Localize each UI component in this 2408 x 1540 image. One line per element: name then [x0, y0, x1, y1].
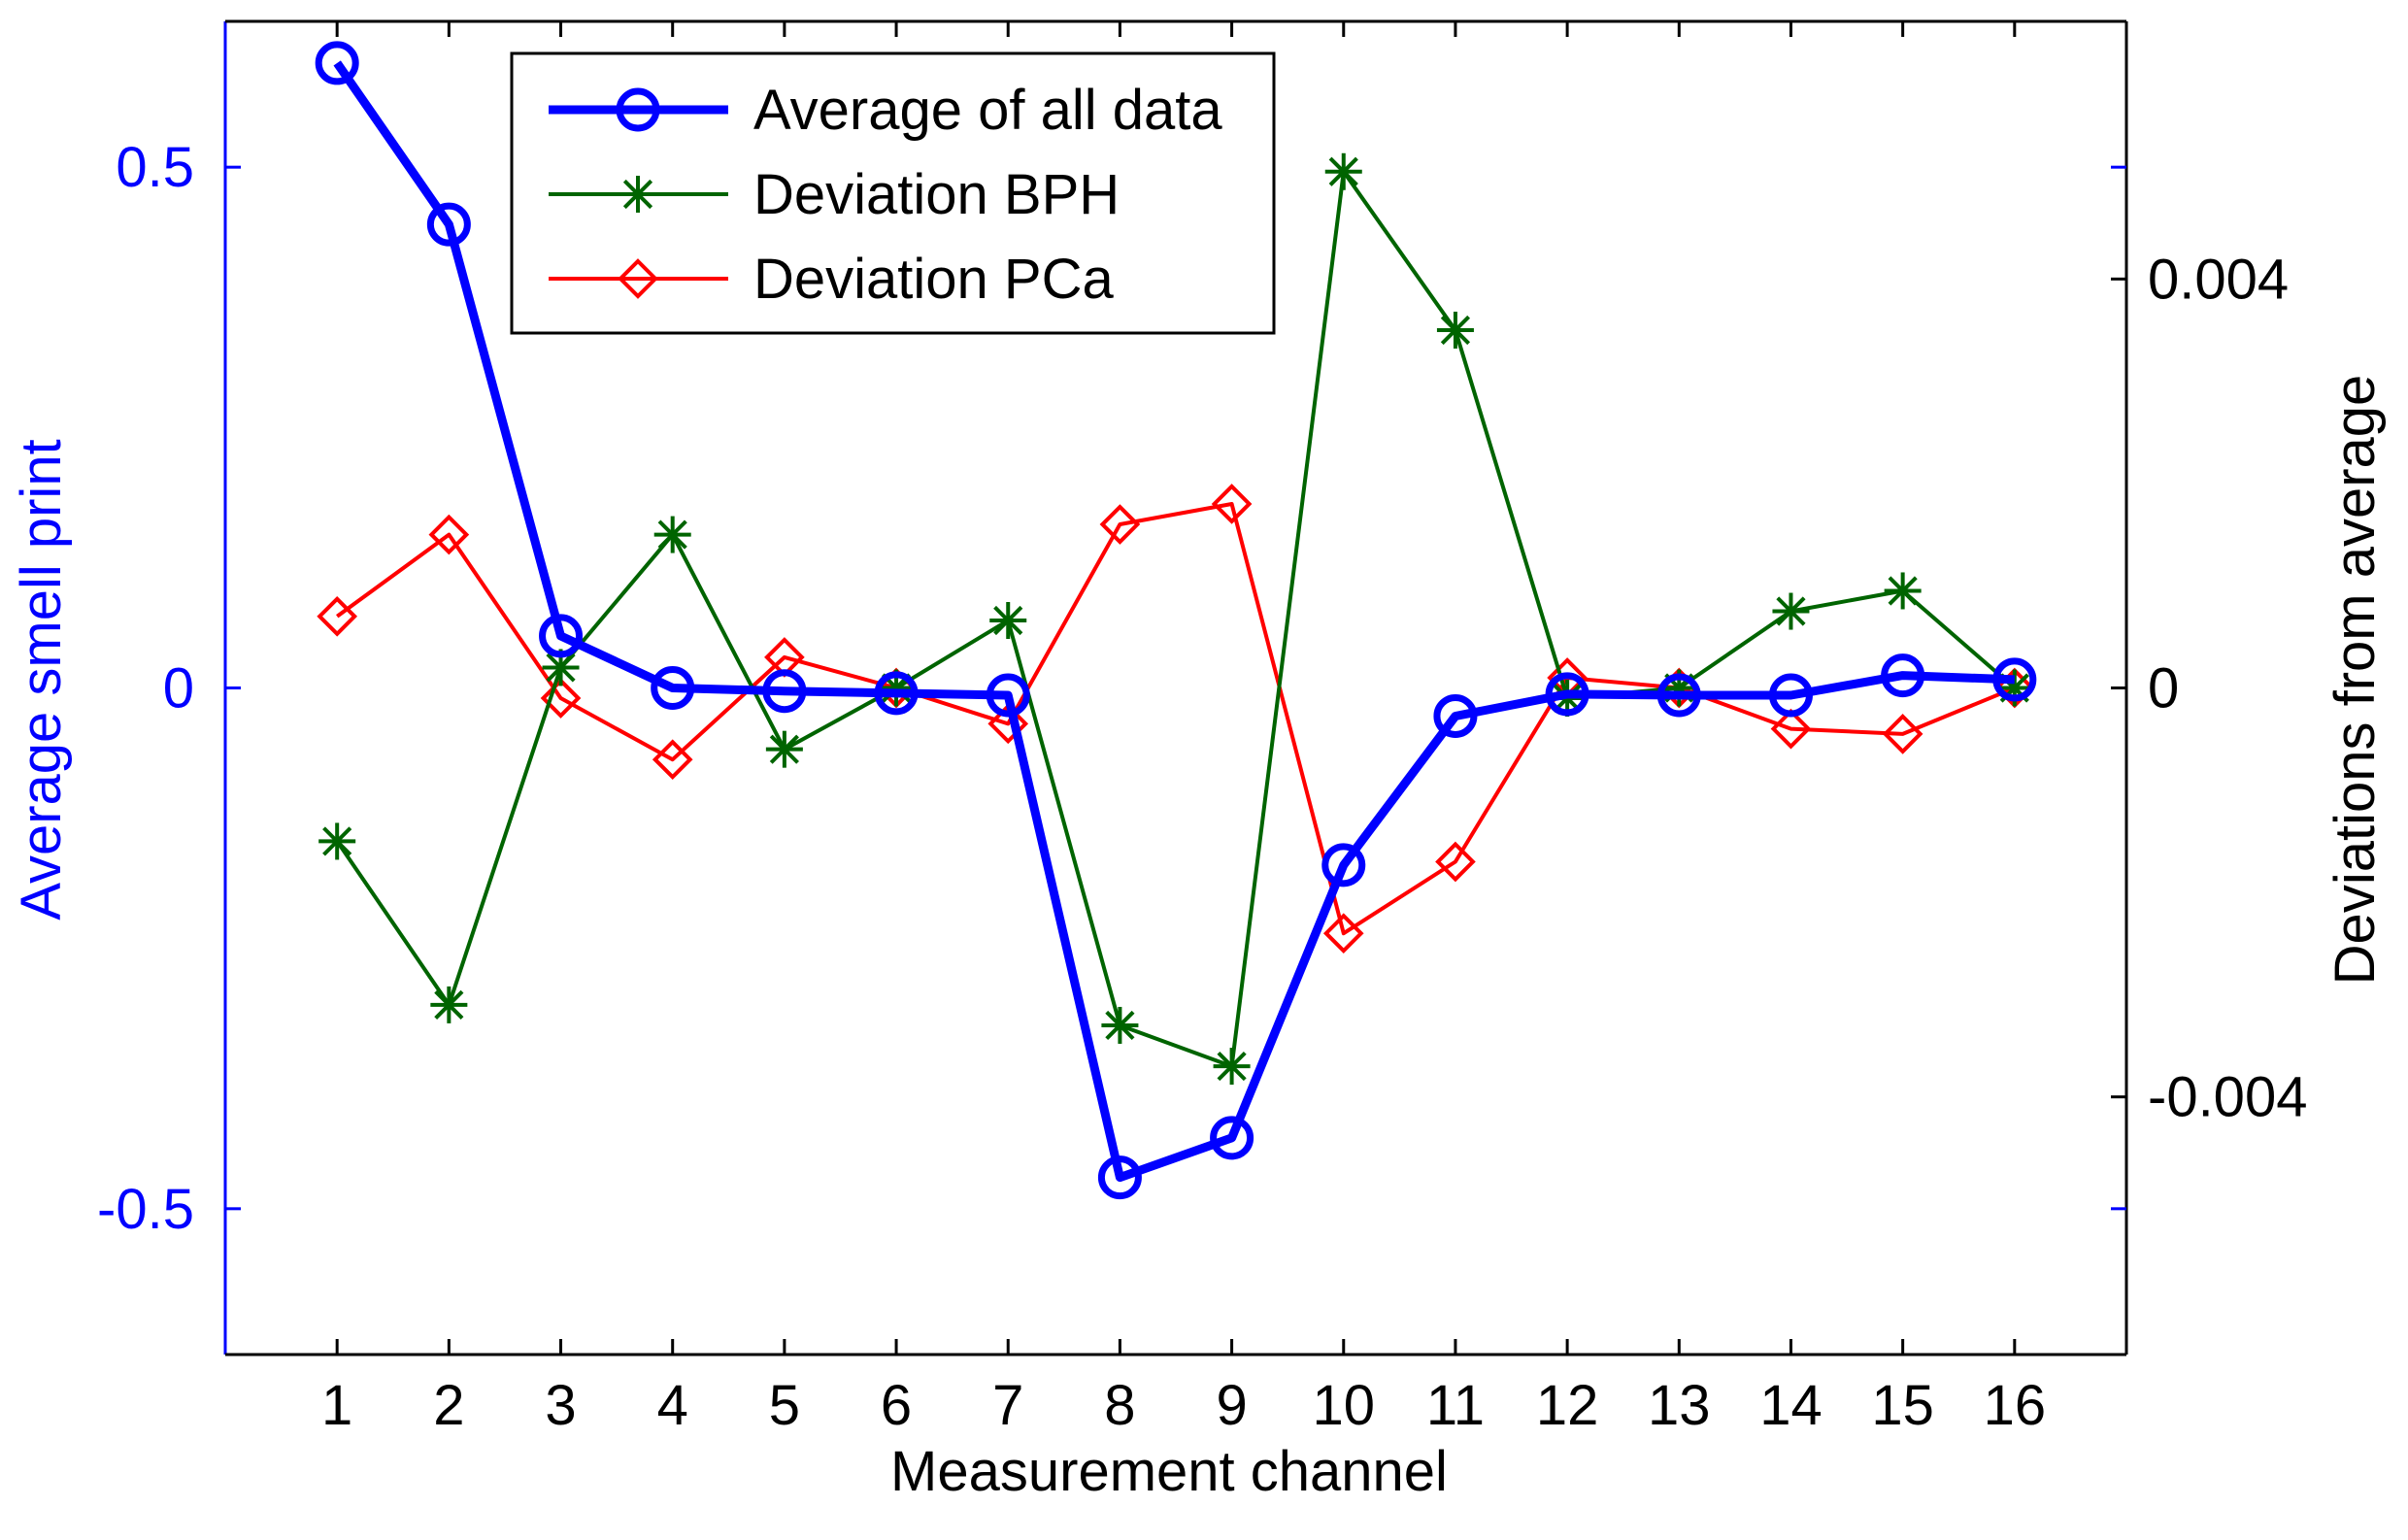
point-pca-9 [1211, 484, 1253, 524]
point-bph-7-stroke-3 [993, 605, 1023, 636]
point-pca-14 [1770, 708, 1812, 750]
x-tick-label-6: 6 [881, 1374, 912, 1437]
x-tick-label-2: 2 [433, 1374, 464, 1437]
x-tick-label-10: 10 [1313, 1374, 1376, 1437]
point-average-15 [1881, 653, 1925, 698]
point-average-11 [1433, 693, 1478, 738]
point-bph-14 [1772, 592, 1810, 630]
legend-asterisk-stroke-3 [622, 179, 653, 210]
point-pca-10 [1322, 913, 1364, 954]
series-layer [315, 41, 2037, 1200]
point-pca-11 [1435, 841, 1476, 883]
x-tick-label-13: 13 [1648, 1374, 1711, 1437]
point-bph-15-stroke-3 [1888, 576, 1918, 606]
point-average-2 [426, 202, 471, 247]
x-tick-label-16: 16 [1984, 1374, 2047, 1437]
legend-asterisk [619, 176, 656, 213]
point-bph-11-stroke-3 [1440, 315, 1471, 346]
right-tick-label-0: -0.004 [2148, 1066, 2307, 1129]
point-average-13 [1656, 673, 1701, 718]
point-average-5 [762, 669, 807, 714]
point-average-7 [986, 673, 1030, 718]
point-bph-10 [1324, 152, 1362, 190]
point-average-10 [1321, 843, 1366, 887]
point-bph-3-stroke-3 [546, 653, 576, 683]
point-pca-1 [317, 595, 358, 637]
legend-marker-bph [619, 176, 656, 213]
point-bph-11 [1436, 311, 1474, 349]
legend-marker-pca [618, 258, 658, 299]
y-axis-label-left: Average smell print [10, 439, 73, 920]
left-tick-label-0: -0.5 [97, 1178, 194, 1241]
point-bph-14-stroke-3 [1776, 596, 1806, 626]
point-bph-2 [430, 986, 468, 1023]
point-bph-8-stroke-3 [1105, 1010, 1135, 1041]
point-pca-4 [652, 739, 693, 781]
series-pca [317, 484, 2035, 954]
point-pca-8 [1099, 504, 1141, 545]
legend-marker-average [616, 87, 660, 132]
point-bph-10-stroke-3 [1328, 156, 1358, 186]
label-layer: Measurement channel Average smell print … [10, 375, 2387, 1503]
point-bph-4 [653, 516, 691, 553]
point-average-1 [315, 41, 359, 85]
x-tick-label-5: 5 [769, 1374, 800, 1437]
point-pca-7 [987, 703, 1029, 745]
right-tick-label-1: 0 [2148, 657, 2179, 720]
point-average-14 [1768, 673, 1813, 718]
axes-layer: 1 2 3 4 5 6 7 8 9 10 11 12 13 14 15 16-0.500.5-0.00400.… [97, 19, 2307, 1437]
point-pca-3 [540, 678, 582, 719]
x-tick-label-12: 12 [1536, 1374, 1599, 1437]
point-bph-1-stroke-3 [322, 826, 352, 856]
point-average-4 [651, 666, 695, 710]
x-tick-label-9: 9 [1216, 1374, 1247, 1437]
legend-label-average: Average of all data [753, 79, 1222, 142]
x-tick-label-11: 11 [1426, 1374, 1485, 1437]
left-tick-label-1: 0 [163, 657, 194, 720]
point-bph-8 [1101, 1006, 1139, 1044]
series-average [315, 41, 2037, 1200]
x-tick-label-14: 14 [1759, 1374, 1823, 1437]
point-average-12 [1545, 672, 1589, 717]
point-bph-9-stroke-3 [1217, 1051, 1247, 1082]
point-bph-7 [989, 602, 1027, 640]
series-line-average [333, 60, 2015, 1183]
y-axis-label-right: Deviations from average [2324, 375, 2387, 986]
point-average-8 [1097, 1155, 1142, 1200]
point-average-6 [874, 671, 919, 716]
point-pca-15 [1882, 714, 1923, 754]
point-bph-2-stroke-3 [434, 989, 464, 1020]
x-tick-label-4: 4 [657, 1374, 688, 1437]
point-bph-4-stroke-3 [657, 519, 687, 550]
point-pca-2 [428, 514, 470, 555]
point-average-3 [539, 614, 584, 658]
x-tick-label-7: 7 [992, 1374, 1023, 1437]
legend-label-pca: Deviation PCa [753, 248, 1114, 311]
point-average-9 [1210, 1116, 1254, 1160]
point-bph-15 [1884, 572, 1922, 610]
series-line-pca [336, 502, 2016, 936]
legend-entry-average: Average of all data [549, 79, 1222, 142]
right-tick-label-2: 0.004 [2148, 248, 2289, 311]
x-tick-label-8: 8 [1104, 1374, 1135, 1437]
left-tick-label-2: 0.5 [116, 136, 194, 199]
x-tick-label-3: 3 [545, 1374, 576, 1437]
x-tick-label-1: 1 [321, 1374, 352, 1437]
series-bph [318, 152, 2033, 1086]
series-line-bph [335, 169, 2017, 1069]
x-axis-label: Measurement channel [890, 1440, 1448, 1503]
x-tick-label-15: 15 [1871, 1374, 1934, 1437]
point-average-16 [1992, 657, 2037, 702]
legend: Average of all data Deviation BPH Deviat… [510, 51, 1276, 335]
point-bph-5 [765, 730, 803, 768]
point-bph-1 [318, 822, 356, 860]
legend-entry-bph: Deviation BPH [549, 163, 1120, 226]
point-bph-9 [1213, 1048, 1251, 1086]
legend-label-bph: Deviation BPH [753, 163, 1120, 226]
legend-entry-pca: Deviation PCa [549, 248, 1114, 311]
point-bph-5-stroke-3 [769, 734, 799, 764]
